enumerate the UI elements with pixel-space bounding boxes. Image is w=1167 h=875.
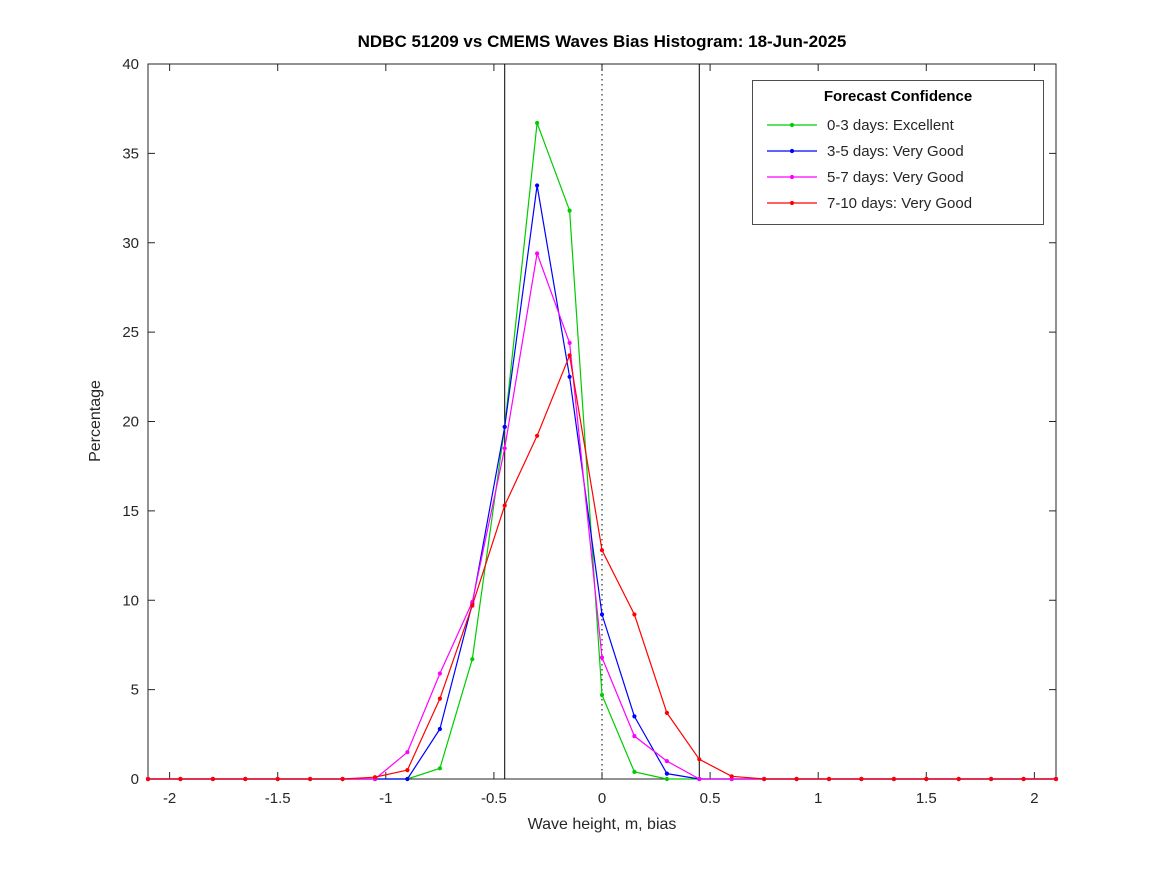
chart-title: NDBC 51209 vs CMEMS Waves Bias Histogram… bbox=[357, 32, 847, 51]
series-marker-3 bbox=[308, 776, 313, 782]
y-tick-label: 30 bbox=[122, 235, 139, 252]
series-marker-3 bbox=[567, 353, 572, 358]
series-marker-3 bbox=[437, 696, 442, 701]
series-marker-0 bbox=[470, 657, 475, 662]
y-tick-label: 40 bbox=[122, 56, 139, 73]
legend-sample-marker bbox=[789, 174, 795, 180]
series-marker-2 bbox=[567, 340, 572, 345]
series-marker-0 bbox=[535, 120, 540, 126]
series-marker-2 bbox=[437, 671, 442, 676]
series-marker-3 bbox=[762, 776, 767, 782]
legend-line-sample bbox=[767, 174, 817, 180]
legend-entry-label: 3-5 days: Very Good bbox=[827, 142, 964, 160]
series-marker-0 bbox=[437, 766, 442, 771]
series-marker-2 bbox=[632, 734, 637, 739]
series-marker-2 bbox=[664, 759, 670, 764]
series-marker-0 bbox=[664, 776, 670, 782]
series-marker-1 bbox=[599, 612, 605, 617]
y-axis-label: Percentage bbox=[87, 380, 104, 462]
series-marker-1 bbox=[437, 726, 442, 732]
series-marker-3 bbox=[405, 768, 410, 773]
x-tick-label: 1 bbox=[814, 790, 822, 807]
series-marker-2 bbox=[697, 776, 702, 782]
series-marker-3 bbox=[340, 776, 345, 782]
series-marker-3 bbox=[178, 776, 183, 782]
legend-rows: 0-3 days: Excellent 3-5 days: Very Good 5-… bbox=[753, 112, 1043, 216]
series-marker-1 bbox=[664, 771, 670, 776]
series-marker-0 bbox=[599, 692, 605, 698]
series-marker-3 bbox=[243, 776, 248, 782]
legend-title: Forecast Confidence bbox=[823, 88, 973, 105]
series-marker-3 bbox=[1021, 776, 1026, 782]
series-marker-3 bbox=[729, 774, 734, 779]
x-axis-label: Wave height, m, bias bbox=[527, 816, 677, 833]
series-marker-3 bbox=[859, 776, 864, 782]
series-marker-1 bbox=[535, 183, 540, 188]
series-marker-3 bbox=[1053, 776, 1059, 782]
y-tick-label: 5 bbox=[131, 682, 139, 699]
legend-entry-label: 5-7 days: Very Good bbox=[827, 168, 964, 186]
legend-sample-marker bbox=[789, 148, 795, 154]
series-marker-3 bbox=[826, 776, 832, 782]
series-marker-1 bbox=[502, 424, 507, 429]
series-marker-3 bbox=[891, 776, 897, 782]
x-tick-label: 2 bbox=[1030, 790, 1038, 807]
series-marker-3 bbox=[145, 776, 151, 782]
series-marker-3 bbox=[664, 710, 670, 716]
series-marker-1 bbox=[632, 714, 637, 719]
series-marker-2 bbox=[405, 750, 410, 755]
x-tick-label: 1.5 bbox=[916, 790, 937, 807]
legend-entry: 5-7 days: Very Good bbox=[753, 164, 1043, 190]
series-marker-3 bbox=[470, 603, 475, 608]
x-tick-label: 0 bbox=[598, 790, 606, 807]
legend-entry: 7-10 days: Very Good bbox=[753, 190, 1043, 216]
legend-entry-label: 0-3 days: Excellent bbox=[827, 116, 954, 134]
legend-line-sample bbox=[767, 122, 817, 128]
series-marker-0 bbox=[567, 208, 572, 213]
series-marker-2 bbox=[502, 446, 507, 451]
legend-sample-marker bbox=[789, 200, 795, 206]
series-marker-2 bbox=[599, 655, 605, 660]
y-tick-label: 15 bbox=[122, 503, 139, 520]
series-marker-3 bbox=[632, 612, 637, 617]
series-marker-3 bbox=[535, 433, 540, 438]
y-tick-label: 0 bbox=[131, 771, 139, 788]
series-marker-3 bbox=[275, 776, 280, 782]
legend-entry: 0-3 days: Excellent bbox=[753, 112, 1043, 138]
legend-line-sample bbox=[767, 148, 817, 154]
series-marker-1 bbox=[405, 776, 410, 782]
series-marker-3 bbox=[502, 503, 507, 508]
x-tick-label: -0.5 bbox=[481, 790, 507, 807]
legend-entry: 3-5 days: Very Good bbox=[753, 138, 1043, 164]
series-marker-0 bbox=[632, 769, 637, 775]
series-marker-3 bbox=[210, 776, 215, 782]
legend-sample-marker bbox=[789, 122, 795, 128]
y-tick-label: 35 bbox=[122, 145, 139, 162]
x-tick-label: -1.5 bbox=[265, 790, 291, 807]
series-marker-2 bbox=[535, 251, 540, 256]
x-tick-label: 0.5 bbox=[700, 790, 721, 807]
x-tick-label: -1 bbox=[379, 790, 392, 807]
series-marker-3 bbox=[924, 776, 929, 782]
y-tick-label: 25 bbox=[122, 324, 139, 341]
series-marker-1 bbox=[567, 374, 572, 379]
series-marker-3 bbox=[599, 548, 605, 553]
legend: Forecast Confidence 0-3 days: Excellent 3… bbox=[752, 80, 1044, 225]
series-marker-3 bbox=[697, 757, 702, 762]
series-marker-3 bbox=[372, 775, 378, 780]
y-tick-label: 20 bbox=[122, 414, 139, 431]
legend-entry-label: 7-10 days: Very Good bbox=[827, 194, 973, 212]
series-marker-3 bbox=[794, 776, 799, 782]
series-marker-3 bbox=[989, 776, 994, 782]
y-tick-label: 10 bbox=[122, 592, 139, 609]
series-marker-3 bbox=[956, 776, 961, 782]
x-tick-label: -2 bbox=[163, 790, 176, 807]
legend-line-sample bbox=[767, 200, 817, 206]
